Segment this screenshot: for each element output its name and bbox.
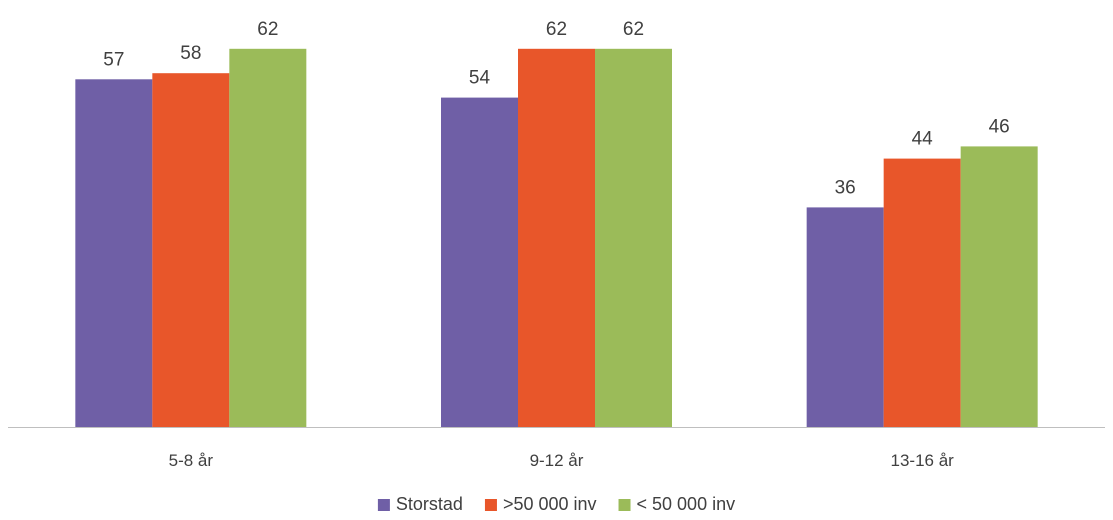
bar — [883, 158, 961, 427]
bar — [229, 48, 307, 428]
legend-label: Storstad — [396, 494, 463, 514]
category-label: 13-16 år — [891, 451, 955, 470]
legend-swatch — [484, 499, 497, 511]
data-label: 44 — [912, 129, 934, 150]
legend-label: >50 000 inv — [503, 494, 597, 514]
bar — [518, 48, 595, 428]
bar — [960, 146, 1038, 427]
legend-item: Storstad — [377, 494, 463, 514]
legend-swatch — [618, 499, 631, 511]
category-labels-layer: 5-8 år 9-12 år 13-16 år — [169, 451, 955, 470]
data-label: 46 — [989, 116, 1010, 137]
bar — [595, 48, 672, 428]
legend-item: >50 000 inv — [484, 494, 597, 514]
category-label: 9-12 år — [530, 451, 584, 470]
data-labels-layer: 57 58 62 54 62 62 36 44 46 — [103, 19, 1009, 199]
bars-layer — [75, 48, 1038, 428]
data-label: 57 — [103, 49, 124, 70]
bar — [152, 73, 230, 427]
category-label: 5-8 år — [169, 451, 214, 470]
data-label: 54 — [469, 68, 491, 89]
data-label: 62 — [257, 19, 278, 40]
bar — [806, 207, 884, 427]
data-label: 62 — [546, 19, 567, 40]
legend-item: < 50 000 inv — [618, 494, 736, 514]
bar — [441, 97, 518, 427]
legend-swatch — [377, 499, 390, 511]
bar — [75, 79, 153, 428]
legend-label: < 50 000 inv — [637, 494, 736, 514]
data-label: 58 — [180, 43, 201, 64]
data-label: 36 — [835, 177, 856, 198]
data-label: 62 — [623, 19, 644, 40]
legend: Storstad >50 000 inv < 50 000 inv — [377, 494, 736, 514]
